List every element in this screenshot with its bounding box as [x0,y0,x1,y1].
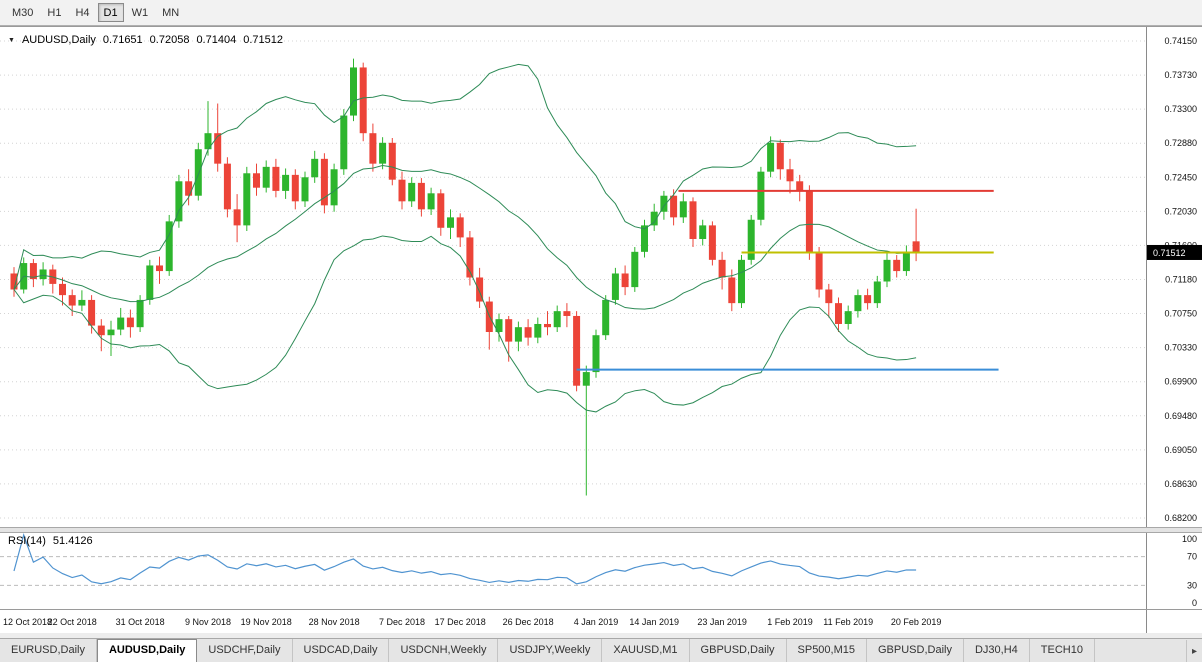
ohlc-open-value: 0.71651 [102,34,143,46]
svg-text:0.69900: 0.69900 [1164,377,1197,387]
svg-text:0.73300: 0.73300 [1164,104,1197,114]
price-pane[interactable]: ▼ AUDUSD,Daily 0.71651 0.72058 0.71404 0… [0,27,1202,527]
rsi-indicator-label: RSI(14) 51.4126 [8,535,93,547]
svg-text:0.70750: 0.70750 [1164,309,1197,319]
chart-tab-4-usdcnh-weekly[interactable]: USDCNH,Weekly [389,639,499,662]
svg-text:0.71512: 0.71512 [1153,248,1186,258]
svg-text:1 Feb 2019: 1 Feb 2019 [767,617,813,627]
timeframe-button-h4[interactable]: H4 [69,3,96,22]
svg-text:100: 100 [1182,534,1197,544]
timeframe-button-d1[interactable]: D1 [97,3,124,22]
chart-tab-2-usdchf-daily[interactable]: USDCHF,Daily [197,639,293,662]
tabs-scroll-right-button[interactable]: ▸ [1186,640,1202,662]
rsi-line [13,533,917,585]
chart-tab-8-sp500-m15[interactable]: SP500,M15 [786,639,867,662]
svg-text:0.69050: 0.69050 [1164,445,1197,455]
chart-tab-11-tech10[interactable]: TECH10 [1029,639,1095,662]
chart-tab-3-usdcad-daily[interactable]: USDCAD,Daily [292,639,390,662]
svg-text:30: 30 [1187,580,1197,590]
horizontal-line-objects[interactable] [576,189,999,371]
price-axis-labels[interactable]: 0.74150 0.73730 0.73300 0.72880 0.72450 0.720… [1164,36,1197,523]
svg-text:31 Oct 2018: 31 Oct 2018 [116,617,165,627]
svg-text:0.72450: 0.72450 [1164,172,1197,182]
svg-text:4 Jan 2019: 4 Jan 2019 [574,617,619,627]
chart-tab-9-gbpusd-daily[interactable]: GBPUSD,Daily [867,639,964,662]
svg-text:14 Jan 2019: 14 Jan 2019 [629,617,679,627]
time-axis[interactable]: 12 Oct 2018 22 Oct 2018 31 Oct 2018 9 Nov 2… [0,609,1202,633]
svg-text:0: 0 [1192,598,1197,608]
rsi-levels: 100 70 30 0 [0,534,1197,608]
chart-ohlc-header: ▼ AUDUSD,Daily 0.71651 0.72058 0.71404 0… [8,34,283,46]
timeframe-button-w1[interactable]: W1 [125,3,155,22]
svg-text:0.74150: 0.74150 [1164,36,1197,46]
svg-text:26 Dec 2018: 26 Dec 2018 [503,617,554,627]
chart-tab-6-xauusd-m1[interactable]: XAUUSD,M1 [602,639,690,662]
timeframe-button-h1[interactable]: H1 [41,3,68,22]
price-chart-canvas[interactable]: 0.74150 0.73730 0.73300 0.72880 0.72450 0.720… [0,27,1202,527]
timeframe-toolbar: M30 H1 H4 D1 W1 MN [0,0,1202,26]
ohlc-high-value: 0.72058 [149,34,190,46]
pane-splitter[interactable] [0,527,1202,533]
bollinger-bands [13,63,917,413]
svg-text:0.72880: 0.72880 [1164,138,1197,148]
svg-text:70: 70 [1187,552,1197,562]
svg-text:0.69480: 0.69480 [1164,411,1197,421]
svg-text:9 Nov 2018: 9 Nov 2018 [185,617,231,627]
svg-text:19 Nov 2018: 19 Nov 2018 [241,617,292,627]
price-grid [0,40,1146,519]
chart-tab-10-dj30-h4[interactable]: DJ30,H4 [963,639,1030,662]
svg-text:20 Feb 2019: 20 Feb 2019 [891,617,942,627]
rsi-current-value: 51.4126 [52,535,93,547]
rsi-pane[interactable]: RSI(14) 51.4126 100 70 30 0 [0,533,1202,609]
svg-text:7 Dec 2018: 7 Dec 2018 [379,617,425,627]
svg-text:12 Oct 2018: 12 Oct 2018 [3,617,52,627]
chart-tabs-bar: EURUSD,Daily AUDUSD,Daily USDCHF,Daily USDC… [0,638,1202,662]
svg-text:0.71180: 0.71180 [1165,274,1197,284]
chart-window: ▼ AUDUSD,Daily 0.71651 0.72058 0.71404 0… [0,26,1202,633]
svg-text:23 Jan 2019: 23 Jan 2019 [697,617,747,627]
ohlc-low-value: 0.71404 [196,34,237,46]
chart-marker-icon: ▼ [8,36,15,44]
svg-text:28 Nov 2018: 28 Nov 2018 [309,617,360,627]
svg-text:0.68200: 0.68200 [1164,513,1197,523]
svg-text:0.72030: 0.72030 [1164,206,1197,216]
rsi-name: RSI(14) [8,535,46,547]
svg-text:0.70330: 0.70330 [1164,343,1197,353]
svg-text:11 Feb 2019: 11 Feb 2019 [823,617,873,627]
svg-text:22 Oct 2018: 22 Oct 2018 [48,617,97,627]
timeframe-button-m30[interactable]: M30 [6,3,40,22]
chart-tab-1-audusd-daily[interactable]: AUDUSD,Daily [96,639,198,662]
rsi-canvas[interactable]: 100 70 30 0 [0,533,1202,609]
candles [10,58,920,496]
current-price-badge: 0.71512 [1147,244,1202,260]
chart-tab-0-eurusd-daily[interactable]: EURUSD,Daily [0,639,97,662]
ohlc-close-value: 0.71512 [243,34,283,46]
chart-tab-7-gbpusd-daily[interactable]: GBPUSD,Daily [689,639,787,662]
svg-text:0.68630: 0.68630 [1164,479,1197,489]
chart-tabs-strip: EURUSD,Daily AUDUSD,Daily USDCHF,Daily USDC… [0,639,1202,662]
svg-text:17 Dec 2018: 17 Dec 2018 [435,617,486,627]
chart-tab-5-usdjpy-weekly[interactable]: USDJPY,Weekly [498,639,603,662]
timeframe-button-mn[interactable]: MN [156,3,186,22]
chart-symbol-label: AUDUSD,Daily [21,34,96,46]
svg-text:0.73730: 0.73730 [1164,70,1197,80]
